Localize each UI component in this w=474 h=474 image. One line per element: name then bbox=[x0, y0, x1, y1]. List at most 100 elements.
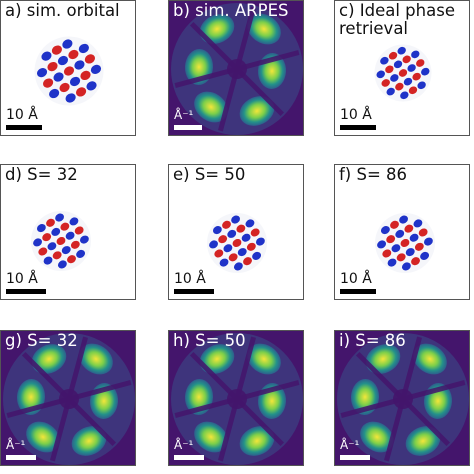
orbital-lobe bbox=[47, 242, 57, 251]
orbital-lobe bbox=[386, 87, 395, 96]
orbital-image bbox=[375, 213, 435, 273]
scale-bar-line bbox=[340, 289, 376, 294]
orbital-lobe bbox=[424, 237, 433, 246]
orbital-lobe bbox=[414, 242, 424, 251]
orbital-lobe bbox=[222, 220, 231, 229]
orbital-lobe bbox=[228, 253, 238, 262]
orbital-lobe bbox=[380, 226, 390, 235]
arpes-image bbox=[169, 331, 303, 465]
orbital-lobe bbox=[59, 82, 70, 93]
orbital-lobe bbox=[391, 244, 401, 253]
scale-bar-line bbox=[340, 125, 376, 130]
panel-g-s32-arpes: g) S= 32 Å⁻¹ bbox=[0, 330, 136, 466]
scale-bar-line bbox=[340, 455, 370, 460]
orbital-lobe bbox=[69, 76, 81, 87]
orbital-lobe bbox=[256, 237, 265, 246]
orbital-lobe bbox=[241, 233, 251, 242]
orbital-lobe bbox=[90, 64, 102, 74]
scale-bar-line bbox=[174, 455, 204, 460]
orbital-lobe bbox=[390, 74, 399, 82]
panel-a-sim-orbital: a) sim. orbital 10 Å bbox=[0, 0, 136, 136]
orbital-lobe bbox=[409, 233, 419, 242]
orbital-lobe bbox=[413, 219, 423, 228]
orbital-lobe bbox=[43, 256, 53, 265]
arpes-lobe bbox=[365, 344, 401, 374]
orbital-lobe bbox=[80, 235, 89, 244]
orbital-lobe bbox=[51, 45, 63, 55]
orbital-lobe bbox=[407, 64, 416, 72]
orbital-lobe bbox=[396, 253, 406, 262]
orbital-lobe bbox=[386, 235, 396, 244]
arpes-lobe bbox=[79, 343, 113, 375]
orbital-lobe bbox=[80, 70, 91, 81]
scale-bar: Å⁻¹ bbox=[340, 438, 370, 460]
scale-bar-label: Å⁻¹ bbox=[340, 438, 360, 452]
orbital-lobe bbox=[55, 213, 65, 222]
orbital-lobe bbox=[416, 59, 425, 67]
orbital-lobe bbox=[36, 68, 48, 78]
orbital-lobe bbox=[214, 249, 224, 258]
orbital-lobe bbox=[232, 238, 242, 248]
orbital-image bbox=[374, 44, 432, 102]
orbital-lobe bbox=[390, 220, 399, 229]
orbital-lobe bbox=[418, 228, 428, 237]
orbital-lobe bbox=[250, 228, 260, 237]
orbital-lobe bbox=[398, 69, 408, 77]
orbital-lobe bbox=[49, 88, 60, 99]
arpes-lobe bbox=[247, 343, 281, 375]
scale-bar: Å⁻¹ bbox=[174, 108, 202, 130]
panel-label: e) S= 50 bbox=[173, 165, 246, 184]
orbital-lobe bbox=[46, 218, 55, 227]
orbital-lobe bbox=[56, 236, 66, 246]
scale-bar-label: 10 Å bbox=[174, 271, 206, 287]
orbital-lobe bbox=[36, 224, 46, 233]
scale-bar: Å⁻¹ bbox=[6, 438, 36, 460]
orbital-lobe bbox=[69, 217, 79, 226]
orbital-lobe bbox=[43, 78, 54, 88]
orbital-lobe bbox=[245, 219, 255, 228]
orbital-lobe bbox=[401, 262, 411, 271]
orbital-lobe bbox=[252, 251, 262, 260]
orbital-lobe bbox=[236, 224, 246, 233]
orbital-lobe bbox=[38, 247, 48, 256]
arpes-lobe bbox=[31, 344, 67, 374]
scale-bar: 10 Å bbox=[6, 108, 42, 130]
orbital-lobe bbox=[400, 91, 409, 100]
arpes-lobe bbox=[199, 344, 235, 374]
orbital-lobe bbox=[65, 93, 76, 103]
arpes-lobe bbox=[239, 426, 275, 456]
orbital-image bbox=[31, 211, 91, 271]
orbital-lobe bbox=[385, 65, 394, 74]
orbital-lobe bbox=[53, 72, 64, 82]
orbital-lobe bbox=[227, 229, 237, 238]
scale-bar: 10 Å bbox=[340, 108, 376, 130]
orbital-lobe bbox=[68, 49, 79, 60]
scale-bar-label: Å⁻¹ bbox=[6, 438, 26, 452]
orbital-lobe bbox=[86, 81, 97, 91]
orbital-lobe bbox=[411, 50, 420, 59]
orbital-lobe bbox=[400, 238, 410, 248]
orbital-lobe bbox=[404, 224, 414, 233]
arpes-image bbox=[1, 331, 135, 465]
scale-bar-label: 10 Å bbox=[340, 271, 372, 287]
orbital-lobe bbox=[57, 260, 67, 269]
panel-label: c) Ideal phase retrieval bbox=[339, 1, 455, 38]
orbital-lobe bbox=[388, 51, 398, 60]
orbital-lobe bbox=[402, 55, 411, 64]
scale-bar: 10 Å bbox=[6, 272, 46, 294]
orbital-lobe bbox=[233, 262, 243, 271]
orbital-lobe bbox=[47, 61, 58, 72]
orbital-lobe bbox=[67, 255, 76, 264]
orbital-lobe bbox=[417, 81, 426, 90]
orbital-lobe bbox=[212, 226, 222, 235]
orbital-lobe bbox=[405, 248, 415, 257]
orbital-lobe bbox=[421, 67, 430, 76]
panel-b-sim-arpes: b) sim. ARPES Å⁻¹ bbox=[168, 0, 304, 136]
scale-bar-line bbox=[6, 289, 46, 294]
scale-bar-label: 10 Å bbox=[6, 271, 38, 287]
panel-label: g) S= 32 bbox=[5, 331, 78, 350]
arpes-lobe bbox=[247, 13, 281, 45]
orbital-lobe bbox=[408, 86, 418, 95]
arpes-lobe bbox=[71, 426, 107, 456]
orbital-lobe bbox=[420, 251, 430, 260]
